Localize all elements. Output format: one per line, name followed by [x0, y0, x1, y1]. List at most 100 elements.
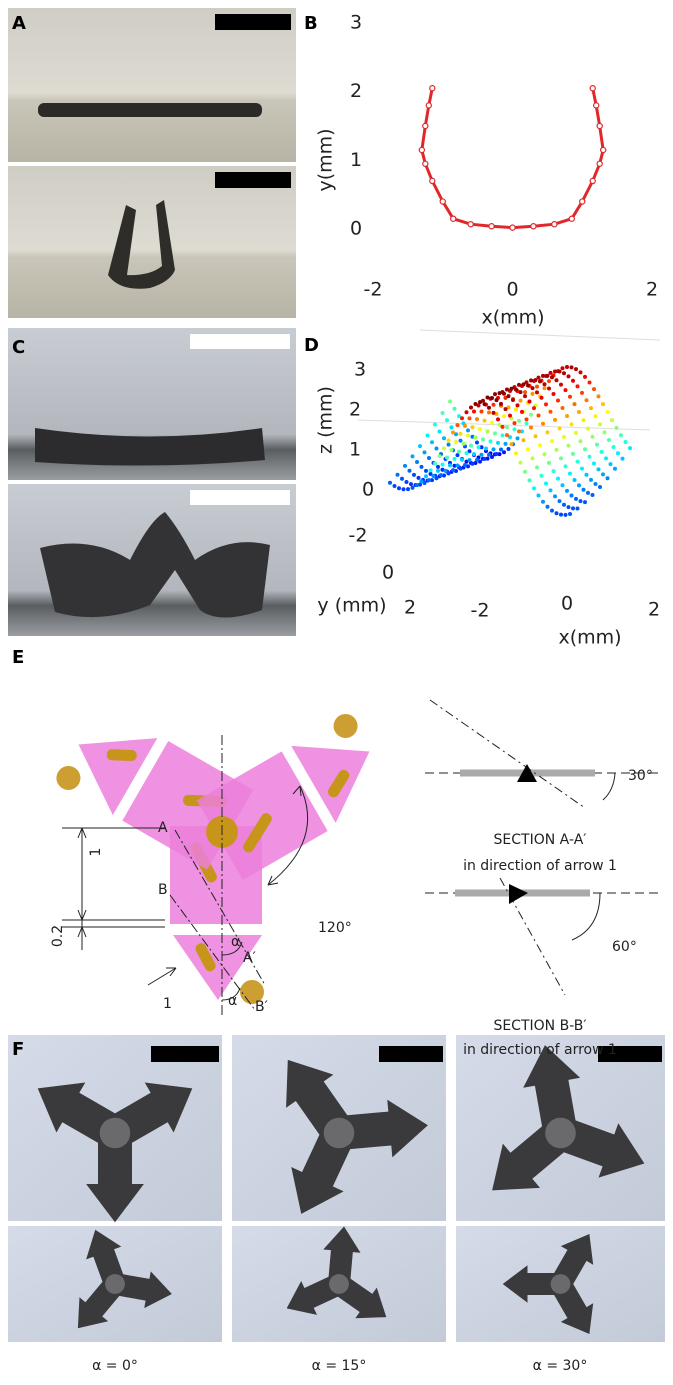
- surface-dot: [438, 454, 442, 458]
- surface-dot: [459, 467, 463, 471]
- surface-dot: [613, 467, 617, 471]
- surface-dot: [504, 442, 508, 446]
- surface-dot: [402, 487, 406, 491]
- surface-dot: [511, 398, 515, 402]
- surface-dot: [577, 483, 581, 487]
- surface-dot: [574, 497, 578, 501]
- data-point: [590, 86, 595, 91]
- surface-dot: [570, 365, 574, 369]
- surface-dot: [609, 462, 613, 466]
- surface-dot: [517, 429, 521, 433]
- surface-dot: [541, 422, 545, 426]
- surface-dot: [528, 478, 532, 482]
- surface-dot: [483, 457, 487, 461]
- surface-dot: [469, 405, 473, 409]
- x-axis-title: x(mm): [481, 307, 544, 329]
- surface-dot: [579, 370, 583, 374]
- surface-dot: [603, 430, 607, 434]
- surface-dot: [502, 414, 506, 418]
- surface-dot: [574, 431, 578, 435]
- surface-dot: [537, 494, 541, 498]
- body: {"panel_labels": ["A", "B", "C", "D", "E…: [0, 0, 673, 1381]
- panel-label: B: [304, 13, 318, 34]
- surface-dot: [487, 453, 491, 457]
- surface-dot: [475, 441, 479, 445]
- surface-dot: [441, 411, 445, 415]
- point-label: A: [158, 820, 168, 836]
- surface-dot: [465, 410, 469, 414]
- surface-dot: [426, 434, 430, 438]
- surface-dot: [585, 398, 589, 402]
- surface-dot: [475, 417, 479, 421]
- y-tick-label: 2: [350, 80, 362, 102]
- data-point: [468, 222, 473, 227]
- surface-dot: [562, 371, 566, 375]
- surface-dot: [534, 378, 538, 382]
- surface-dot: [565, 365, 569, 369]
- surface-dot: [529, 378, 533, 382]
- point-label: B: [158, 882, 168, 898]
- figure: A B C D E F x(mm) y(mm) z (mm) y (mm) x(…: [0, 0, 673, 1381]
- z-tick-label: 0: [362, 479, 374, 501]
- surface-dot: [568, 472, 572, 476]
- surface-dot: [424, 469, 428, 473]
- surface-dot: [561, 366, 565, 370]
- surface-dot: [571, 379, 575, 383]
- surface-dot: [492, 411, 496, 415]
- surface-dot: [564, 464, 568, 468]
- data-point: [552, 222, 557, 227]
- surface-dot: [498, 391, 502, 395]
- surface-dot: [435, 446, 439, 450]
- angle-label: 120°: [318, 920, 352, 936]
- scale-bar: [215, 14, 291, 30]
- surface-dot: [466, 428, 470, 432]
- surface-dot: [450, 448, 454, 452]
- surface-dot: [483, 419, 487, 423]
- strip: [38, 103, 262, 117]
- surface-dot: [505, 387, 509, 391]
- section-title: SECTION B-B′: [493, 1018, 586, 1034]
- surface-dot: [507, 447, 511, 451]
- surface-dot: [427, 478, 431, 482]
- data-line: [422, 88, 603, 227]
- x-tick-label: -2: [364, 279, 383, 301]
- surface-dot: [406, 487, 410, 491]
- surface-dot: [615, 426, 619, 430]
- surface-dot: [445, 456, 449, 460]
- section-arrow: [509, 884, 528, 904]
- surface-dot: [408, 469, 412, 473]
- surface-dot: [436, 465, 440, 469]
- surface-dot: [582, 488, 586, 492]
- surface-dot: [525, 417, 529, 421]
- surface-dot: [396, 473, 400, 477]
- surface-dot: [624, 440, 628, 444]
- surface-dot: [415, 460, 419, 464]
- surface-dot: [492, 447, 496, 451]
- surface-dot: [517, 419, 521, 423]
- surface-dot: [532, 486, 536, 490]
- surface-dot: [568, 395, 572, 399]
- surface-dot: [496, 441, 500, 445]
- surface-dot: [487, 406, 491, 410]
- surface-dot: [588, 455, 592, 459]
- panel-label: C: [12, 337, 25, 358]
- surface-dot: [448, 399, 452, 403]
- surface-plot: [358, 330, 660, 517]
- surface-dot: [571, 452, 575, 456]
- surface-dot: [486, 395, 490, 399]
- surface-dot: [411, 486, 415, 490]
- surface-dot: [445, 418, 449, 422]
- surface-dot: [597, 467, 601, 471]
- surface-dot: [522, 382, 526, 386]
- surface-dot: [589, 478, 593, 482]
- panel-label: F: [12, 1039, 24, 1060]
- surface-dot: [543, 386, 547, 390]
- surface-dot: [591, 435, 595, 439]
- surface-dot: [523, 390, 527, 394]
- joint: [52, 762, 85, 795]
- surface-dot: [499, 402, 503, 406]
- data-point: [510, 225, 515, 230]
- surface-dot: [466, 434, 470, 438]
- surface-dot: [427, 456, 431, 460]
- surface-dot: [520, 410, 524, 414]
